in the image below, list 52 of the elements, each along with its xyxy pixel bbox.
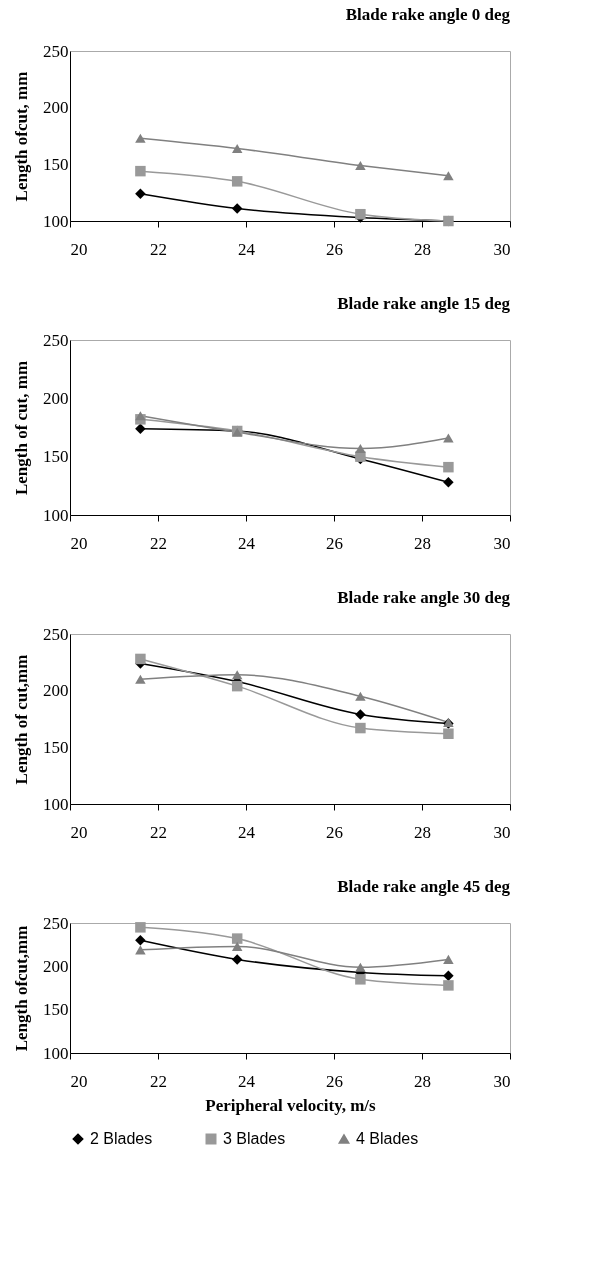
- x-tick-label: 28: [414, 1071, 431, 1091]
- y-tick-label: 250: [43, 624, 69, 644]
- x-tick-label: 28: [414, 239, 431, 259]
- x-tick-label: 24: [238, 1071, 256, 1091]
- y-tick-label: 200: [43, 681, 69, 701]
- y-axis-title: Length of cut,mm: [12, 654, 31, 785]
- legend-label: 3 Blades: [223, 1130, 286, 1147]
- chart-title: Blade rake angle 45 deg: [337, 877, 511, 896]
- chart-title: Blade rake angle 30 deg: [337, 588, 511, 607]
- x-tick-label: 24: [238, 533, 256, 553]
- y-tick-label: 100: [43, 1043, 69, 1063]
- y-tick-label: 200: [43, 98, 69, 118]
- x-tick-label: 28: [414, 822, 431, 842]
- x-tick-label: 26: [326, 533, 343, 553]
- x-tick-label: 26: [326, 239, 343, 259]
- x-tick-label: 30: [493, 533, 511, 553]
- x-tick-label: 20: [70, 822, 88, 842]
- x-tick-label: 28: [414, 533, 431, 553]
- y-axis-title: Length of cut, mm: [12, 360, 31, 496]
- x-tick-label: 26: [326, 1071, 343, 1091]
- x-tick-label: 30: [493, 1071, 511, 1091]
- y-tick-label: 150: [43, 737, 69, 757]
- x-tick-label: 30: [493, 822, 511, 842]
- x-tick-label: 24: [238, 239, 256, 259]
- y-tick-label: 250: [43, 913, 69, 933]
- x-axis-title: Peripheral velocity, m/s: [205, 1095, 377, 1115]
- x-tick-label: 30: [493, 239, 511, 259]
- x-tick-label: 22: [150, 822, 167, 842]
- y-tick-label: 150: [43, 1000, 69, 1020]
- y-tick-label: 150: [43, 447, 69, 467]
- y-axis-title: Length ofcut, mm: [12, 71, 31, 202]
- y-axis-title: Length ofcut,mm: [12, 925, 31, 1052]
- x-tick-label: 22: [150, 239, 167, 259]
- x-tick-label: 26: [326, 822, 343, 842]
- legend-label: 4 Blades: [356, 1130, 419, 1147]
- chart-title: Blade rake angle 0 deg: [345, 5, 511, 24]
- x-tick-label: 24: [238, 822, 256, 842]
- x-tick-label: 20: [70, 1071, 88, 1091]
- x-tick-label: 22: [150, 1071, 167, 1091]
- chart-title: Blade rake angle 15 deg: [337, 294, 511, 313]
- y-tick-label: 100: [43, 794, 69, 814]
- y-tick-label: 100: [43, 505, 69, 525]
- x-tick-label: 20: [70, 533, 88, 553]
- y-tick-label: 100: [43, 211, 69, 231]
- y-tick-label: 200: [43, 388, 69, 408]
- y-tick-label: 150: [43, 154, 69, 174]
- y-tick-label: 250: [43, 330, 69, 350]
- legend-label: 2 Blades: [90, 1130, 153, 1147]
- x-tick-label: 20: [70, 239, 88, 259]
- x-tick-label: 22: [150, 533, 167, 553]
- y-tick-label: 200: [43, 956, 69, 976]
- y-tick-label: 250: [43, 41, 69, 61]
